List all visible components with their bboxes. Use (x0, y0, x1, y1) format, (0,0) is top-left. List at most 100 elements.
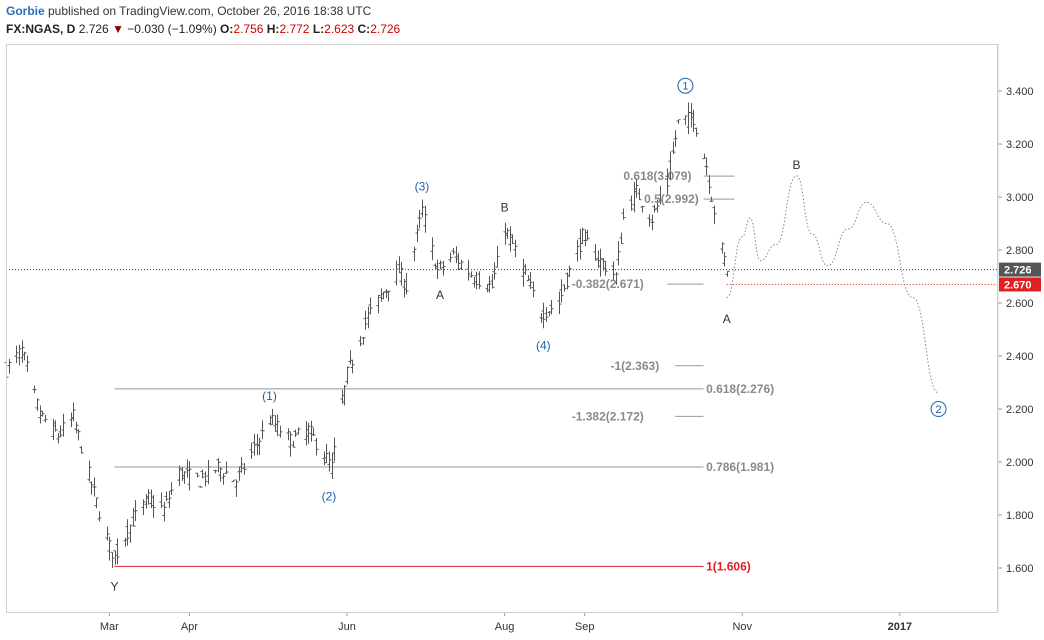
wave-label: (3) (415, 179, 430, 193)
price-bar (676, 119, 681, 125)
ohlc-legend: FX:NGAS, D 2.726 ▼ −0.030 (−1.09%) O:2.7… (6, 22, 400, 36)
price-bar (293, 429, 298, 437)
price-bar (456, 252, 461, 271)
price-bar (621, 208, 626, 220)
price-bar (650, 214, 655, 231)
price-bar (598, 248, 603, 277)
price-bar (169, 482, 174, 495)
y-axis-tick-label: 1.800 (1006, 510, 1034, 522)
y-axis-tick-label: 3.200 (1006, 139, 1034, 151)
price-bar (559, 279, 564, 303)
wave-label: Y (110, 580, 118, 594)
fib-label: -1(2.363) (611, 359, 660, 373)
price-tag-box (999, 262, 1041, 277)
price-bar (218, 466, 223, 482)
author-link[interactable]: Gorbie (6, 4, 45, 18)
price-bar (438, 260, 443, 270)
price-bar (4, 359, 9, 380)
price-bar (665, 168, 670, 196)
symbol-label[interactable]: FX:NGAS, D (6, 22, 76, 36)
price-bar (689, 102, 694, 128)
price-bar (528, 272, 533, 289)
price-bar (187, 461, 192, 491)
price-tag-box (999, 277, 1041, 292)
price-bar (647, 214, 652, 227)
price-bar (97, 511, 102, 522)
price-bar (32, 385, 37, 394)
y-axis-tick-label: 3.000 (1006, 192, 1034, 204)
price-bar (448, 252, 453, 263)
price-bar (92, 477, 97, 497)
price-bar (539, 312, 544, 323)
price-bar (198, 485, 203, 488)
fib-label: 0.618(2.276) (706, 382, 774, 396)
price-bar (358, 335, 363, 347)
y-axis-tick-label: 2.000 (1006, 457, 1034, 469)
price-bar (658, 185, 663, 205)
price-bar (115, 538, 120, 565)
price-bar (637, 188, 642, 201)
price-bar (603, 260, 608, 276)
price-bar (671, 141, 676, 155)
price-bar (585, 229, 590, 241)
price-bar (702, 153, 707, 160)
price-bar (69, 412, 74, 428)
x-axis-tick-label: 2017 (888, 621, 912, 633)
price-bar (541, 302, 546, 329)
price-bar (394, 260, 399, 286)
price-bar (237, 466, 242, 481)
fib-label: -0.382(2.671) (572, 277, 644, 291)
price-bar (249, 442, 254, 459)
price-bar (397, 256, 402, 274)
price-bar (257, 437, 262, 456)
price-bar (340, 389, 345, 404)
price-bar (619, 232, 624, 245)
price-bar (146, 489, 151, 505)
price-bar (177, 465, 182, 486)
price-bar (562, 284, 567, 292)
price-bar (182, 471, 187, 484)
price-bar (144, 494, 149, 509)
price-bar (510, 234, 515, 244)
price-bar (221, 473, 226, 485)
price-bar (7, 359, 12, 374)
price-bar (673, 130, 678, 147)
price-bar (523, 263, 528, 275)
price-bar (141, 499, 146, 516)
price-bar (324, 443, 329, 464)
price-bar (616, 241, 621, 266)
price-bar (252, 433, 257, 456)
price-bar (224, 461, 229, 475)
wave-label: (2) (322, 489, 337, 503)
wave-circle (930, 401, 947, 417)
price-bar (368, 297, 373, 315)
x-axis-tick-label: Aug (495, 621, 515, 633)
price-bar (441, 260, 446, 276)
price-bar (151, 495, 156, 518)
close-label: C: (357, 22, 371, 36)
price-bar (314, 437, 319, 456)
price-bar (213, 469, 218, 474)
price-bar (128, 524, 133, 543)
price-bar (420, 199, 425, 218)
price-bar (567, 265, 572, 278)
high-value: 2.772 (279, 22, 310, 36)
price-bar (40, 410, 45, 417)
price-bar (366, 306, 371, 329)
price-bar (544, 307, 549, 322)
price-bar (94, 497, 99, 509)
price-bar (611, 261, 616, 281)
y-axis-tick-label: 3.400 (1006, 86, 1034, 98)
price-bar (309, 420, 314, 442)
price-bar (159, 492, 164, 508)
price-bar (71, 402, 76, 422)
price-bar (22, 351, 27, 361)
price-bar (51, 419, 56, 441)
price-bar (474, 271, 479, 290)
price-bar (578, 228, 583, 260)
price-bar (61, 413, 66, 437)
price-bar (273, 415, 278, 432)
price-bar (379, 288, 384, 302)
price-bar (381, 291, 386, 300)
